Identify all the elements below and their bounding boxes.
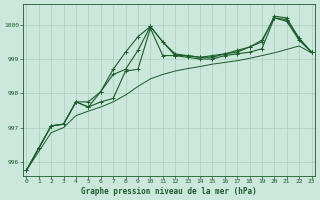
X-axis label: Graphe pression niveau de la mer (hPa): Graphe pression niveau de la mer (hPa)	[81, 187, 257, 196]
